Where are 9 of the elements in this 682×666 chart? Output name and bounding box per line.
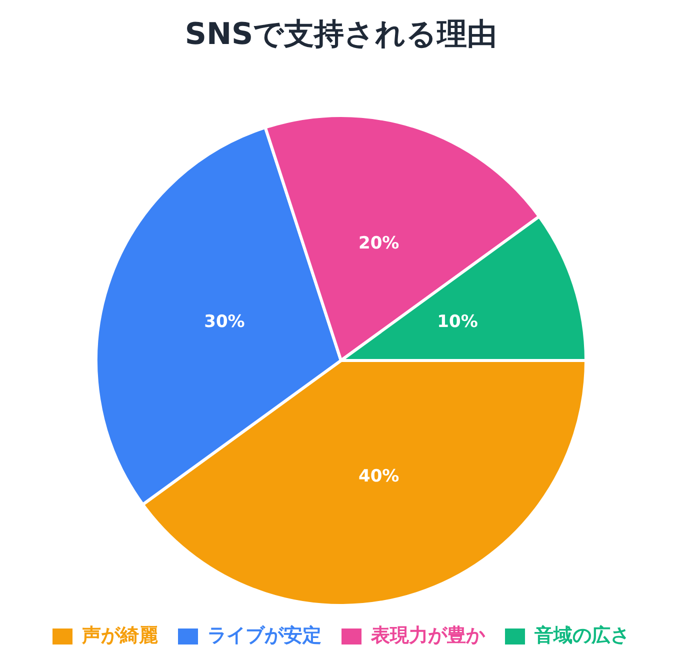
- data-label: 20%: [358, 233, 400, 254]
- chart-title: SNSで支持される理由: [184, 16, 498, 52]
- legend-label: ライブが安定: [208, 624, 322, 646]
- data-label: 40%: [358, 466, 400, 486]
- legend-label: 音域の広さ: [534, 624, 630, 646]
- legend-label: 表現力が豊か: [370, 624, 486, 646]
- data-label: 30%: [204, 312, 245, 332]
- data-label: 10%: [437, 312, 478, 332]
- legend-label: 声が綺麗: [81, 624, 158, 646]
